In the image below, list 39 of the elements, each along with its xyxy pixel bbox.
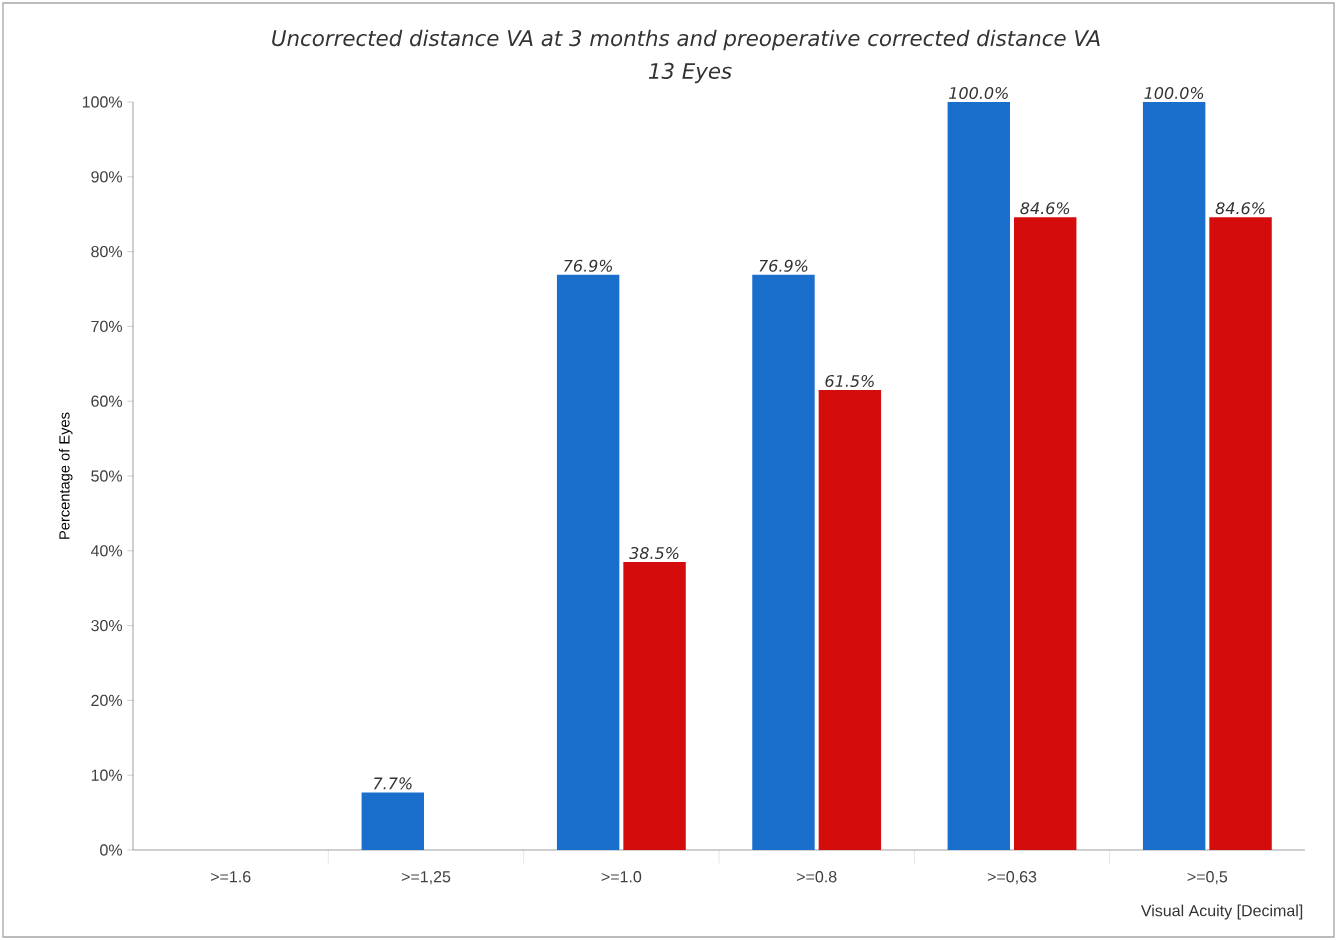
- y-tick-label: 40%: [90, 545, 123, 557]
- x-tick-label: >=0,63: [987, 871, 1037, 885]
- data-label: 100.0%: [949, 86, 1008, 100]
- bar: [1209, 217, 1272, 850]
- bar: [818, 389, 882, 850]
- bar: [752, 274, 815, 850]
- x-tick-label: >=1.0: [601, 871, 642, 883]
- bar: [623, 562, 686, 850]
- bar: [361, 792, 425, 850]
- bar: [1014, 217, 1077, 850]
- data-label: 84.6%: [1020, 202, 1070, 215]
- x-tick-label: >=1.6: [211, 871, 251, 883]
- data-label: 100.0%: [1144, 86, 1204, 100]
- y-tick-label: 0%: [100, 844, 123, 856]
- y-axis-title: Percentage of Eyes: [58, 412, 73, 539]
- x-axis-title: Visual Acuity [Decimal]: [1140, 904, 1303, 920]
- x-tick-label: >=1,25: [401, 871, 451, 885]
- y-tick-label: 20%: [91, 694, 123, 707]
- y-tick-label: 80%: [91, 245, 123, 258]
- y-tick-label: 100%: [82, 96, 123, 108]
- y-tick-label: 70%: [91, 320, 123, 333]
- y-tick-label: 30%: [91, 619, 123, 632]
- data-label: 7.7%: [373, 777, 412, 790]
- data-label: 61.5%: [825, 374, 874, 388]
- x-tick-label: >=0.8: [797, 871, 837, 883]
- x-tick-label: >=0,5: [1187, 871, 1228, 885]
- data-label: 38.5%: [629, 546, 679, 560]
- data-label: 84.6%: [1215, 202, 1265, 215]
- y-tick-label: 50%: [91, 470, 123, 482]
- y-tick-label: 60%: [91, 395, 123, 407]
- bar: [947, 102, 1011, 850]
- bar: [556, 274, 620, 850]
- data-label: 76.9%: [759, 259, 808, 272]
- y-tick-label: 10%: [91, 769, 123, 781]
- bar: [1142, 102, 1206, 850]
- y-tick-label: 90%: [91, 171, 123, 183]
- data-label: 76.9%: [564, 259, 613, 272]
- chart-title: Uncorrected distance VA at 3 months and preoperative corrected distance VA: [272, 29, 1100, 51]
- chart-subtitle: 13 Eyes: [648, 62, 732, 84]
